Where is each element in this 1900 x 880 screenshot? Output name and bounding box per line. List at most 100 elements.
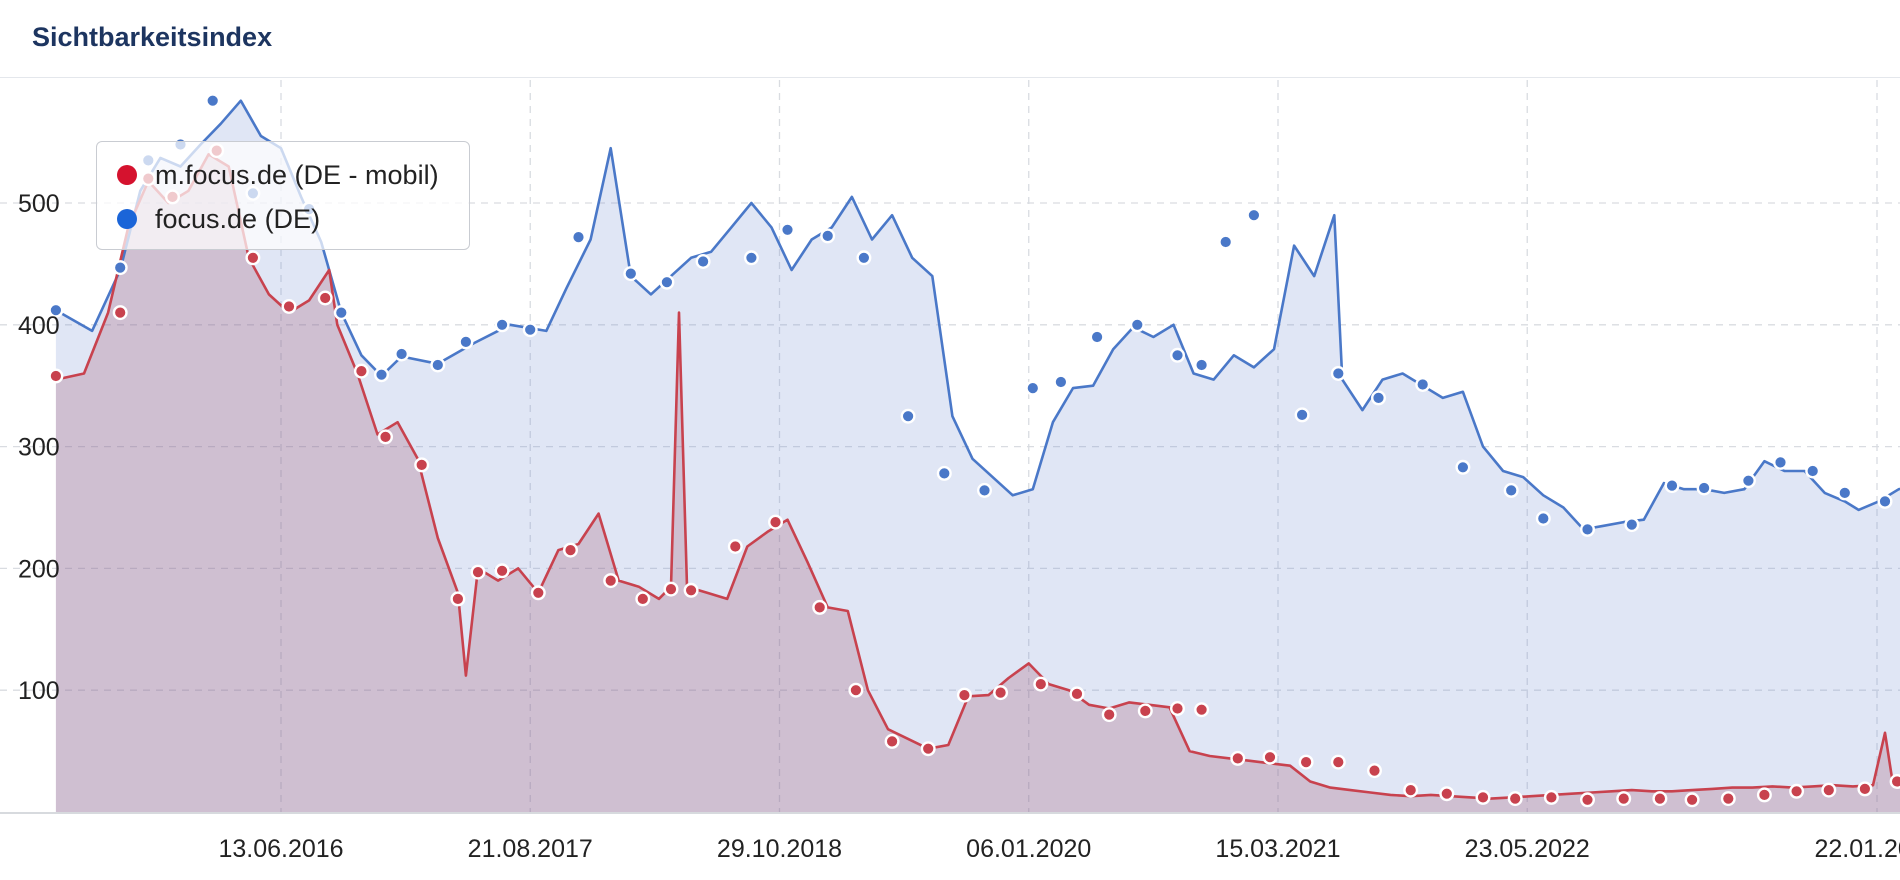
legend-label-desktop: focus.de (DE) <box>155 203 321 234</box>
data-point <box>1475 789 1491 805</box>
data-point <box>1889 774 1900 789</box>
series-line <box>55 153 1900 800</box>
x-tick-label: 29.10.2018 <box>717 835 842 863</box>
data-point <box>956 687 972 703</box>
data-point <box>1403 782 1419 798</box>
data-point <box>112 260 128 276</box>
legend-dot-icon <box>117 209 137 229</box>
data-point <box>1218 234 1234 250</box>
data-point <box>1129 317 1145 333</box>
data-point <box>1821 782 1837 798</box>
card-header: Sichtbarkeitsindex <box>0 0 1900 78</box>
data-point <box>623 266 639 282</box>
data-point <box>1169 701 1185 717</box>
y-tick-label: 500 <box>18 190 60 218</box>
data-point <box>563 542 579 558</box>
series-area <box>55 100 1900 812</box>
data-point <box>1330 754 1346 770</box>
data-point <box>1025 380 1041 396</box>
data-point <box>1877 493 1893 509</box>
data-point <box>856 250 872 266</box>
data-point <box>245 250 261 266</box>
data-point <box>353 363 369 379</box>
series-area <box>55 154 1900 812</box>
data-point <box>1230 750 1246 766</box>
data-point <box>378 429 394 445</box>
data-point <box>659 274 675 290</box>
chart-title: Sichtbarkeitsindex <box>32 22 273 52</box>
data-point <box>900 408 916 424</box>
data-point <box>1535 511 1551 527</box>
data-point <box>1370 390 1386 406</box>
data-point <box>458 334 474 350</box>
data-point <box>768 514 784 530</box>
data-point <box>1298 754 1314 770</box>
data-point <box>494 317 510 333</box>
data-point <box>1696 480 1712 496</box>
data-point <box>603 573 619 589</box>
data-point <box>1262 749 1278 765</box>
data-point <box>374 367 390 383</box>
data-point <box>1756 787 1772 803</box>
data-point <box>848 682 864 698</box>
data-point <box>205 93 221 109</box>
data-point <box>1101 707 1117 723</box>
x-tick-label: 21.08.2017 <box>468 835 593 863</box>
y-tick-label: 100 <box>18 677 60 705</box>
data-point <box>936 465 952 481</box>
x-tick-label: 22.01.2024 <box>1814 835 1900 863</box>
data-point <box>1089 329 1105 345</box>
y-tick-label: 300 <box>18 434 60 462</box>
data-point <box>993 685 1009 701</box>
data-point <box>470 564 486 580</box>
x-tick-label: 06.01.2020 <box>966 835 1091 863</box>
data-point <box>1789 783 1805 799</box>
legend-item-mobile[interactable]: m.focus.de (DE - mobil) <box>117 155 439 195</box>
data-point <box>1720 791 1736 807</box>
legend-label-mobile: m.focus.de (DE - mobil) <box>155 159 439 190</box>
data-point <box>820 228 836 244</box>
axes: 100 200 300 400 500 13.06.2016 21.08.2017 29.10… <box>0 190 1900 863</box>
data-point <box>333 305 349 321</box>
data-point <box>1837 485 1853 501</box>
data-point <box>1664 478 1680 494</box>
data-point <box>1439 786 1455 802</box>
data-point <box>571 229 587 245</box>
chart-legend: m.focus.de (DE - mobil) focus.de (DE) <box>96 141 470 250</box>
data-point <box>1772 454 1788 470</box>
data-point <box>1294 407 1310 423</box>
area-layer <box>55 100 1900 812</box>
data-point <box>1857 781 1873 797</box>
data-point <box>1194 357 1210 373</box>
data-point <box>430 357 446 373</box>
data-point <box>1137 703 1153 719</box>
data-point <box>812 599 828 615</box>
data-point <box>1740 473 1756 489</box>
data-point <box>1366 763 1382 779</box>
data-point <box>1330 366 1346 382</box>
y-tick-label: 400 <box>18 312 60 340</box>
data-point <box>1053 374 1069 390</box>
legend-item-desktop[interactable]: focus.de (DE) <box>117 199 320 239</box>
x-tick-label: 13.06.2016 <box>218 835 343 863</box>
data-point <box>1455 459 1471 475</box>
data-point <box>1652 791 1668 807</box>
data-point <box>1579 792 1595 808</box>
data-point <box>530 585 546 601</box>
data-point <box>450 591 466 607</box>
data-point <box>884 733 900 749</box>
data-point <box>1684 792 1700 808</box>
data-point <box>414 457 430 473</box>
data-point <box>1169 347 1185 363</box>
data-point <box>281 299 297 315</box>
data-point <box>48 302 64 318</box>
data-point <box>48 368 64 384</box>
data-point <box>1246 207 1262 223</box>
data-point <box>1624 517 1640 533</box>
data-point <box>683 582 699 598</box>
data-point <box>1033 676 1049 692</box>
data-point <box>112 305 128 321</box>
data-point <box>1805 463 1821 479</box>
